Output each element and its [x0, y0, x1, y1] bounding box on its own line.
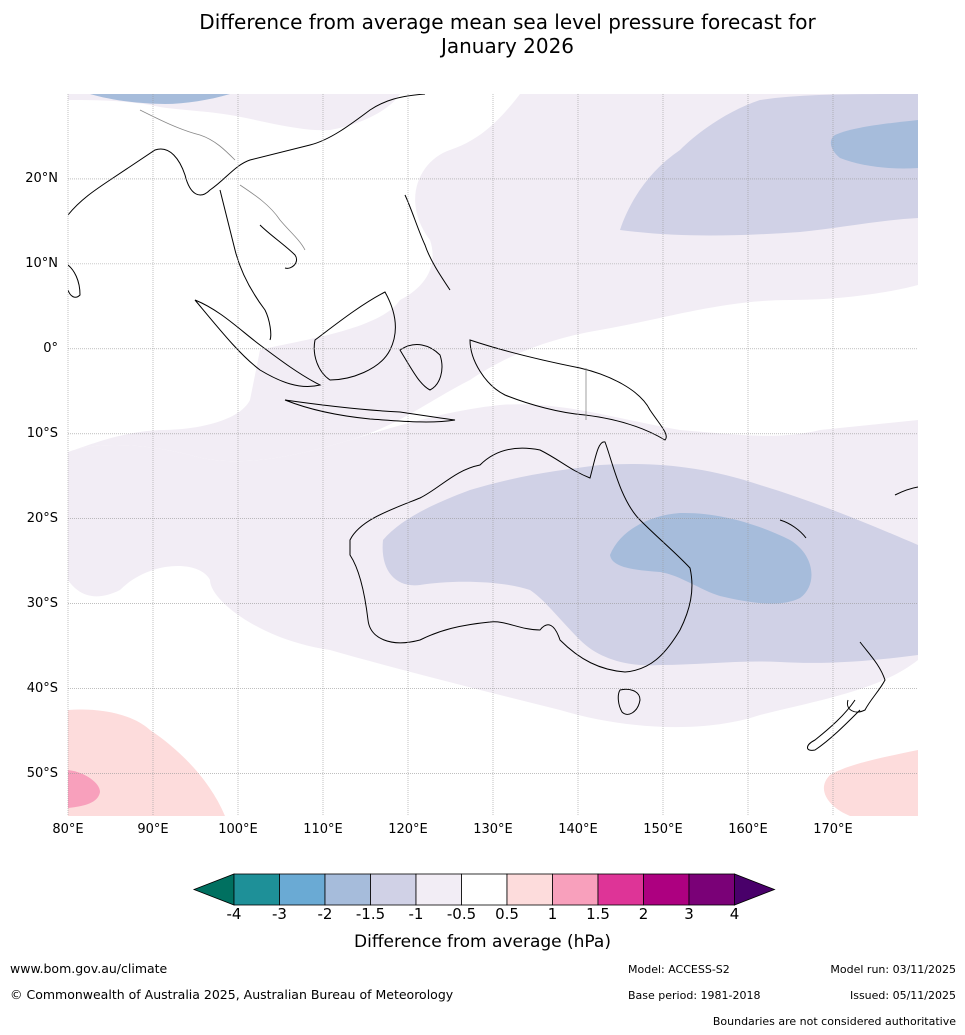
latitude-label: 20°S	[26, 510, 58, 526]
colorbar-cell	[552, 873, 599, 906]
colorbar-cell	[324, 873, 371, 906]
colorbar-tick: -1	[408, 905, 424, 923]
colorbar-tick: -4	[226, 905, 242, 923]
graticule	[67, 94, 918, 816]
longitude-label: 150°E	[643, 822, 683, 837]
anomaly-shading	[68, 94, 918, 816]
anomaly-region-pink-southwest	[68, 709, 225, 816]
longitude-label: 80°E	[52, 822, 84, 837]
anomaly-region-blue-eastern-australia	[610, 512, 812, 604]
boundary-disclaimer: Boundaries are not considered authoritat…	[712, 1015, 956, 1028]
longitude-label: 100°E	[218, 822, 258, 837]
colorbar-tick: -3	[272, 905, 287, 923]
model-run-date: Model run: 03/11/2025	[830, 963, 956, 976]
colorbar-cell	[415, 873, 462, 906]
colorbar-cell	[506, 873, 553, 906]
chart-title: Difference from average mean sea level p…	[0, 10, 965, 58]
website-link[interactable]: www.bom.gov.au/climate	[10, 961, 168, 976]
colorbar-cell	[597, 873, 644, 906]
anomaly-region-pink-southeast	[823, 750, 918, 816]
longitude-label: 170°E	[813, 822, 853, 837]
colorbar-tick: 4	[729, 905, 740, 923]
colorbar-tick: 2	[638, 905, 649, 923]
colorbar	[192, 873, 776, 906]
colorbar-cell	[279, 873, 326, 906]
colorbar-cell	[461, 873, 508, 906]
colorbar-cell	[233, 873, 280, 906]
colorbar-extend-low	[192, 873, 235, 906]
base-period: Base period: 1981-2018	[628, 989, 761, 1002]
colorbar-cell	[688, 873, 735, 906]
longitude-label: 110°E	[303, 822, 343, 837]
latitude-label: 40°S	[26, 680, 58, 696]
coastlines	[68, 94, 918, 751]
colorbar-title: Difference from average (hPa)	[354, 932, 611, 952]
longitude-label: 140°E	[558, 822, 598, 837]
latitude-label: 10°S	[26, 425, 58, 441]
model-name: Model: ACCESS-S2	[628, 963, 730, 976]
latitude-label: 10°N	[25, 255, 58, 271]
longitude-label: 130°E	[473, 822, 513, 837]
colorbar-tick: 1.5	[586, 905, 610, 923]
colorbar-tick: 1	[547, 905, 558, 923]
colorbar-tick: -1.5	[355, 905, 386, 923]
title-line-1: Difference from average mean sea level p…	[199, 10, 816, 34]
anomaly-region-deep-pink-southwest	[68, 770, 100, 808]
copyright-notice: © Commonwealth of Australia 2025, Austra…	[10, 987, 454, 1002]
colorbar-cell	[643, 873, 690, 906]
latitude-label: 50°S	[26, 765, 58, 781]
title-line-2: January 2026	[440, 34, 575, 58]
colorbar-tick: 0.5	[495, 905, 519, 923]
longitude-label: 120°E	[388, 822, 428, 837]
anomaly-region-lilac-northeast	[620, 94, 918, 236]
anomaly-region-blue-north	[90, 94, 230, 104]
colorbar-cell	[370, 873, 417, 906]
country-borders	[139, 109, 587, 420]
latitude-label: 20°N	[25, 170, 58, 186]
colorbar-tick: 3	[684, 905, 694, 923]
colorbar-tick: -2	[317, 905, 333, 923]
anomaly-region-blue-northeast	[830, 120, 918, 169]
colorbar-tick: -0.5	[446, 905, 477, 923]
colorbar-extend-high	[734, 873, 776, 906]
longitude-label: 90°E	[137, 822, 169, 837]
issued-date: Issued: 05/11/2025	[849, 989, 956, 1002]
latitude-label: 0°	[43, 340, 58, 356]
latitude-label: 30°S	[26, 595, 58, 611]
longitude-label: 160°E	[728, 822, 768, 837]
pressure-anomaly-map	[67, 94, 918, 816]
